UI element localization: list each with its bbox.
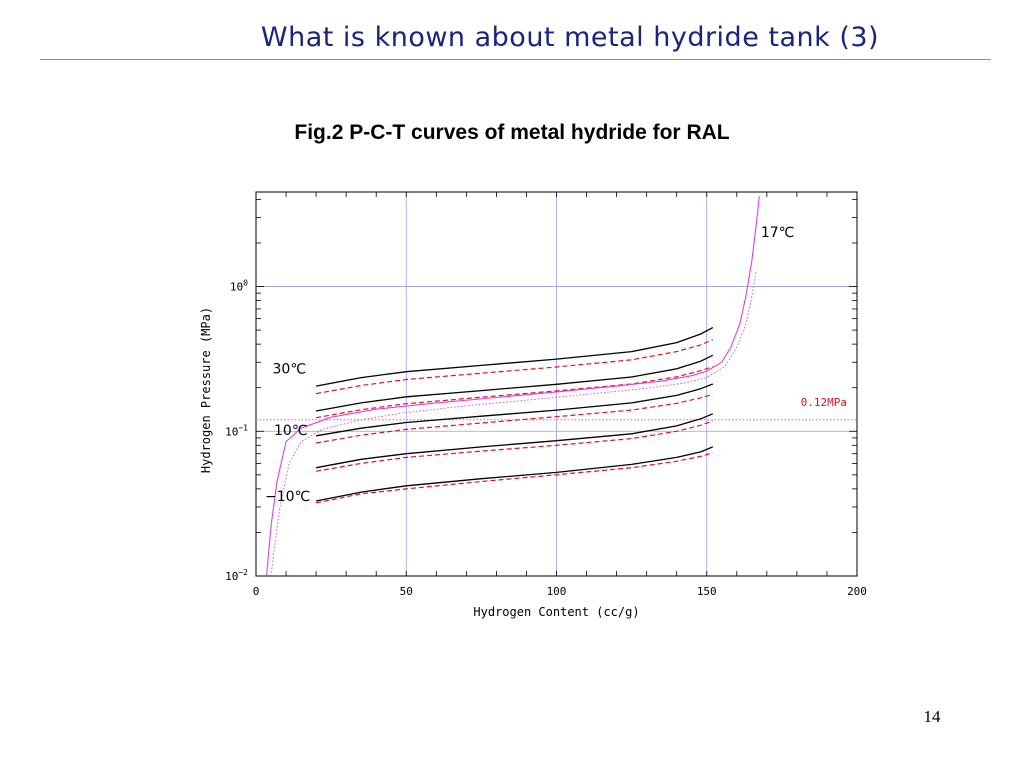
desorption-curve-1 (315, 339, 714, 395)
page-number: 14 (923, 707, 941, 726)
figure-caption: Fig.2 P-C-T curves of metal hydride for … (294, 121, 730, 144)
temperature-label: −10℃ (265, 489, 310, 505)
axis-ticks (256, 192, 857, 577)
reference-line-label: 0.12MPa (801, 396, 847, 409)
temperature-label: 30℃ (273, 362, 307, 378)
absorption-curve-4 (315, 383, 714, 437)
x-tick-label: 0 (253, 585, 260, 598)
slide-title: What is known about metal hydride tank (… (260, 22, 880, 53)
y-tick-label: 10−2 (225, 568, 248, 583)
pct-17c-curve-10 (265, 196, 760, 577)
y-axis-label: Hydrogen Pressure (MPa) (199, 307, 213, 473)
x-tick-label: 50 (400, 585, 413, 598)
absorption-curve-6 (315, 413, 714, 469)
desorption-curve-7 (315, 420, 714, 472)
temperature-label: 10℃ (274, 423, 308, 439)
absorption-curve-8 (315, 446, 714, 502)
x-tick-label: 200 (847, 585, 867, 598)
x-tick-label: 100 (547, 585, 567, 598)
absorption-curve-2 (315, 354, 714, 412)
temperature-label: 17℃ (761, 225, 795, 241)
y-tick-label: 10−1 (225, 423, 248, 438)
desorption-curve-9 (315, 452, 713, 504)
pct-17c-dotted-curve-11 (270, 269, 757, 577)
absorption-curve-0 (315, 327, 714, 387)
tick-labels: 0 50 100 150 200 100 10−1 10−2 (225, 279, 867, 598)
reference-line-group: 0.12MPa (256, 396, 857, 421)
desorption-curve-5 (315, 393, 713, 444)
series-group (265, 196, 760, 577)
desorption-curve-3 (315, 366, 713, 419)
title-divider (40, 59, 991, 60)
x-tick-label: 150 (697, 585, 717, 598)
y-tick-label: 100 (230, 279, 248, 294)
x-axis-label: Hydrogen Content (cc/g) (473, 605, 639, 619)
annotations: 17℃ 30℃ 10℃ −10℃ (265, 225, 794, 505)
